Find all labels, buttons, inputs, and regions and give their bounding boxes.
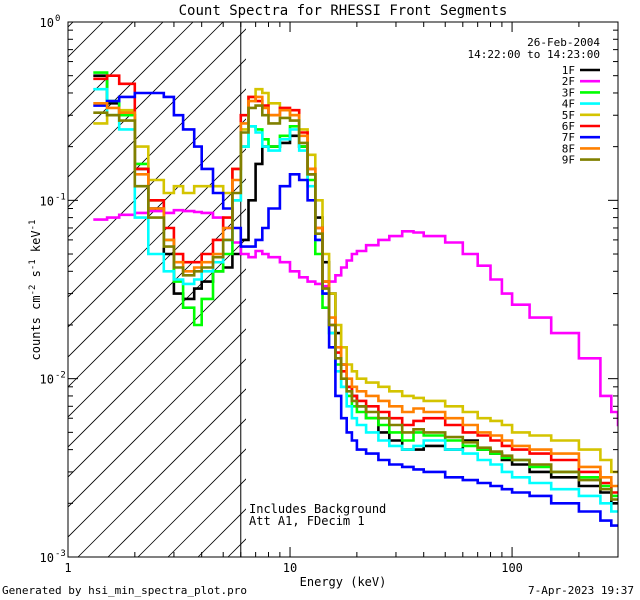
y-axis-label: counts cm-2 s-1 keV-1 [28,220,43,361]
hatch-line [68,118,246,298]
x-tick-label: 100 [501,561,523,575]
footer-timestamp: 7-Apr-2023 19:37 [528,584,634,597]
annotation-background: Includes Background [249,502,386,516]
y-tick-label: 10 [40,551,54,565]
hatch-line [68,22,224,178]
hatch-line [68,268,246,448]
hatch-line [107,418,246,557]
y-tick-label: 10 [40,373,54,387]
y-tick-exponent: -2 [55,371,66,381]
footer-generated-by: Generated by hsi_min_spectra_plot.pro [2,584,248,597]
legend-label-7f: 7F [562,131,575,144]
legend-label-4f: 4F [562,98,575,111]
x-axis-label: Energy (keV) [300,575,387,589]
series-6f [93,74,618,494]
series-5f [93,87,618,474]
series-1f [93,74,618,505]
hatch-line [68,28,246,208]
x-tick-label: 1 [64,561,71,575]
hatch-line [68,238,246,418]
y-tick-exponent: -3 [55,549,66,559]
series-7f [93,91,618,527]
series-9f [93,104,618,501]
hatch-line [68,208,246,388]
hatch-line [68,58,246,238]
y-tick-exponent: -1 [55,192,66,202]
hatch-line [68,148,246,328]
hatch-region [68,0,640,557]
time-range-label: 14:22:00 to 14:23:00 [468,48,600,61]
series-8f [93,95,618,488]
hatch-line [77,388,246,557]
legend-label-2f: 2F [562,75,575,88]
y-tick-label: 10 [40,16,54,30]
legend-label-6f: 6F [562,120,575,133]
hatch-line [68,22,74,28]
hatch-line [68,178,246,358]
y-tick-label: 10 [40,194,54,208]
y-tick-exponent: 0 [55,14,60,24]
legend-label-9f: 9F [562,154,575,167]
series-3f [93,71,618,498]
hatch-line [68,22,194,148]
hatch-line [288,0,640,557]
hatch-line [68,328,246,508]
legend-label-5f: 5F [562,109,575,122]
hatch-line [68,358,246,538]
legend-label-1f: 1F [562,64,575,77]
legend-label-3f: 3F [562,86,575,99]
plot-frame [67,21,619,558]
annotation-attenuator: Att A1, FDecim 1 [249,514,365,528]
x-tick-label: 10 [283,561,297,575]
hatch-line [68,88,246,268]
date-label: 26-Feb-2004 [527,36,600,49]
hatch-line [258,0,640,557]
chart-title: Count Spectra for RHESSI Front Segments [179,3,508,19]
legend-label-8f: 8F [562,142,575,155]
hatch-line [68,298,246,478]
hatch-line [137,448,246,557]
series-layer [93,71,618,527]
hatch-line [68,22,104,58]
